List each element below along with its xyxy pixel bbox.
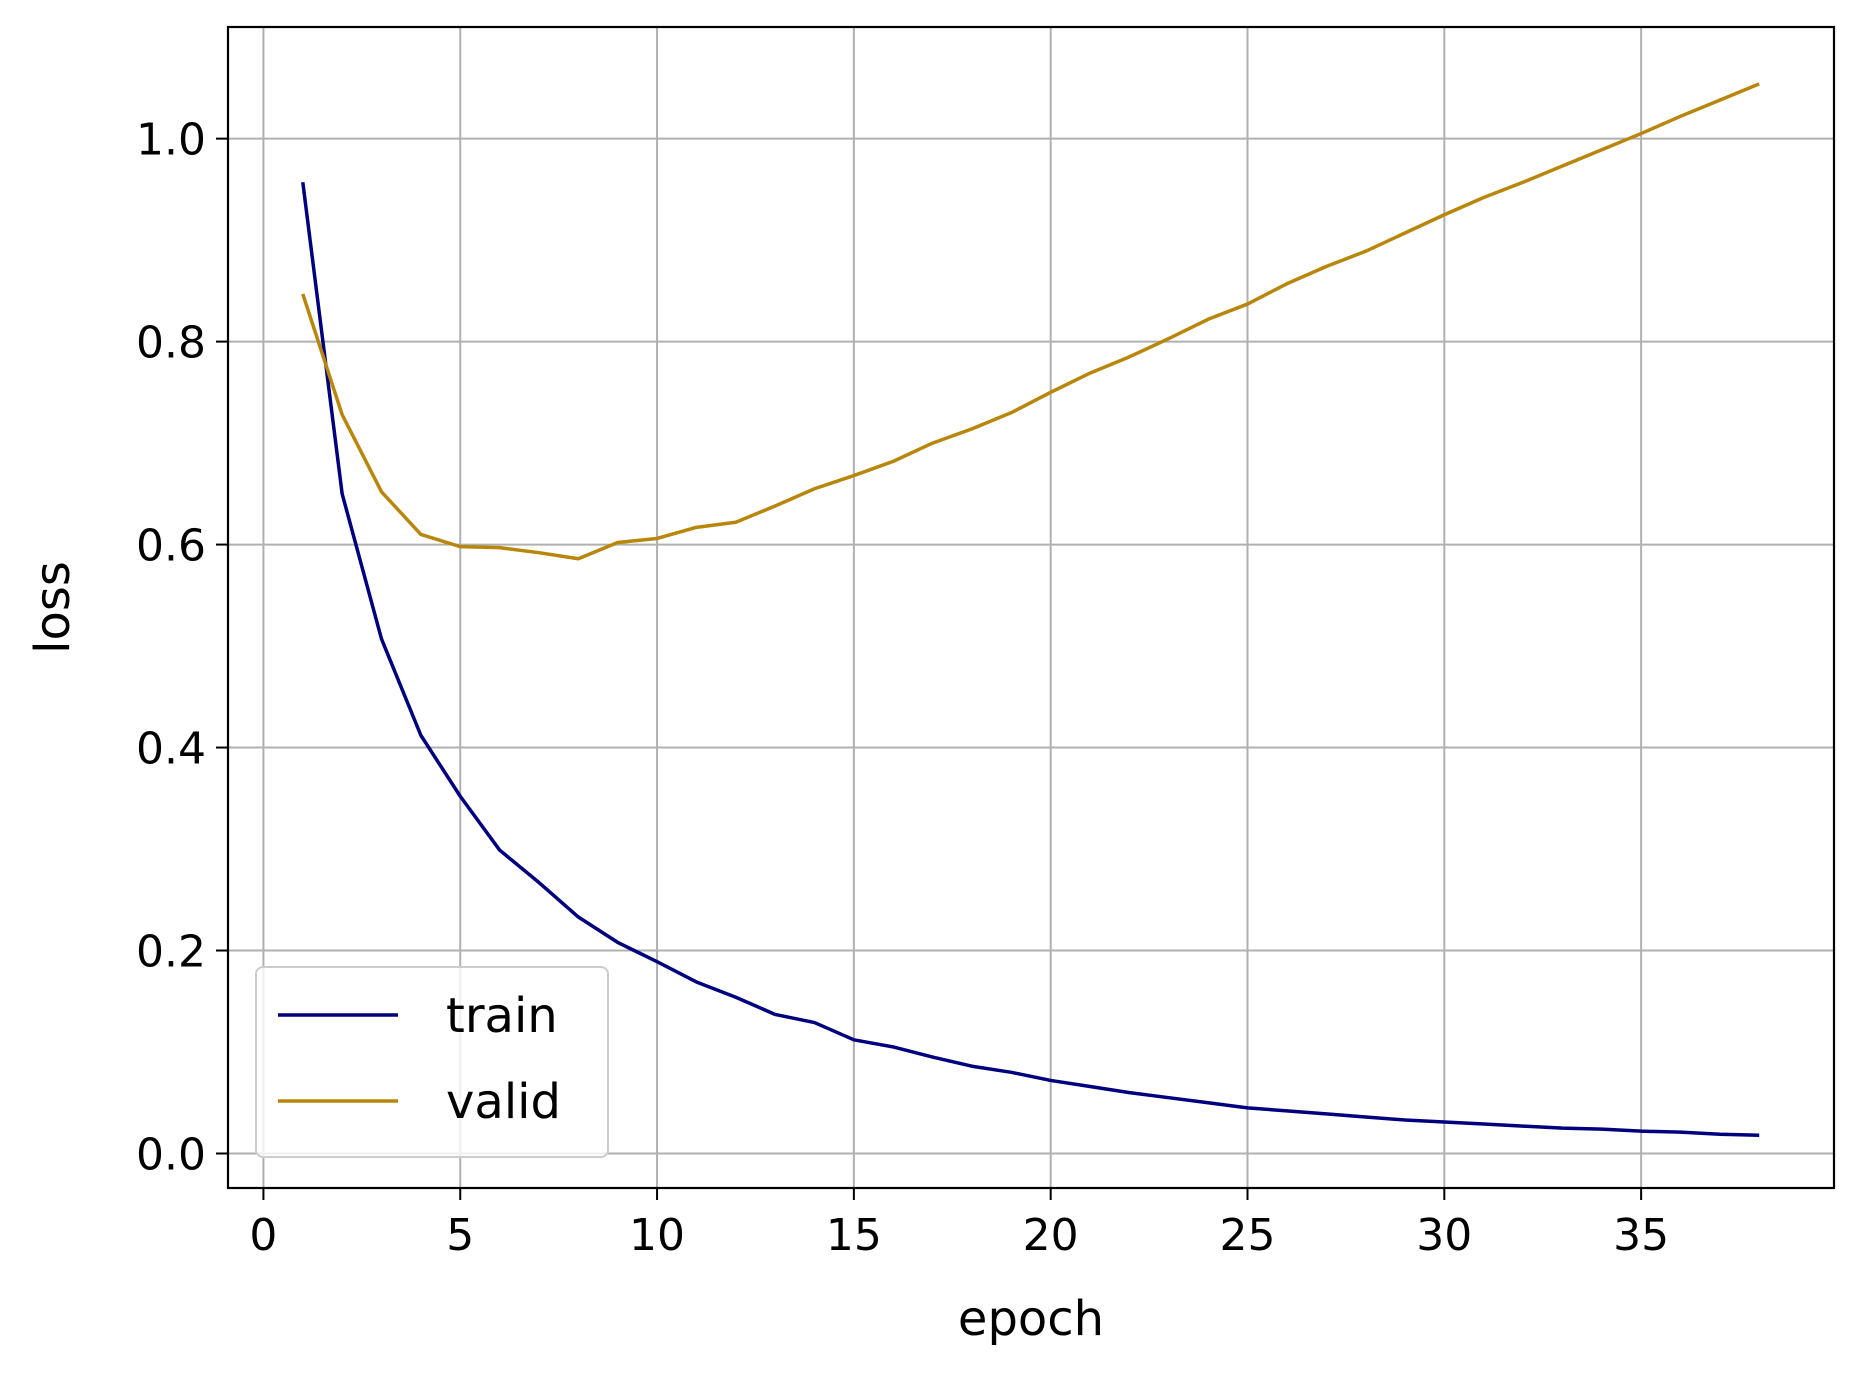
x-tick-label: 10 <box>629 1210 685 1261</box>
x-axis: 0 5 10 15 20 25 30 35 <box>249 1188 1669 1261</box>
plot-frame <box>226 25 1836 1190</box>
y-axis: 0.0 0.2 0.4 0.6 0.8 1.0 <box>136 115 228 1180</box>
y-tick-label: 0.0 <box>136 1129 206 1180</box>
y-axis-label: loss <box>25 561 81 654</box>
x-tick-label: 0 <box>249 1210 277 1261</box>
legend-label-train: train <box>446 988 558 1044</box>
x-tick-label: 20 <box>1023 1210 1079 1261</box>
x-tick-label: 25 <box>1219 1210 1275 1261</box>
y-tick-label: 1.0 <box>136 115 206 166</box>
series-line-valid <box>301 82 1760 561</box>
y-tick-label: 0.6 <box>136 521 206 572</box>
y-tick-label: 0.8 <box>136 318 206 369</box>
x-tick-label: 15 <box>826 1210 882 1261</box>
y-tick-label: 0.4 <box>136 724 206 775</box>
legend: train valid <box>255 966 609 1158</box>
grid <box>228 27 1834 1188</box>
x-tick-label: 30 <box>1416 1210 1472 1261</box>
legend-label-valid: valid <box>446 1074 561 1130</box>
x-axis-label: epoch <box>958 1291 1104 1347</box>
x-tick-label: 35 <box>1613 1210 1669 1261</box>
series-group <box>301 82 1760 1137</box>
x-tick-label: 5 <box>446 1210 474 1261</box>
y-tick-label: 0.2 <box>136 927 206 978</box>
series-line-train <box>301 182 1760 1137</box>
